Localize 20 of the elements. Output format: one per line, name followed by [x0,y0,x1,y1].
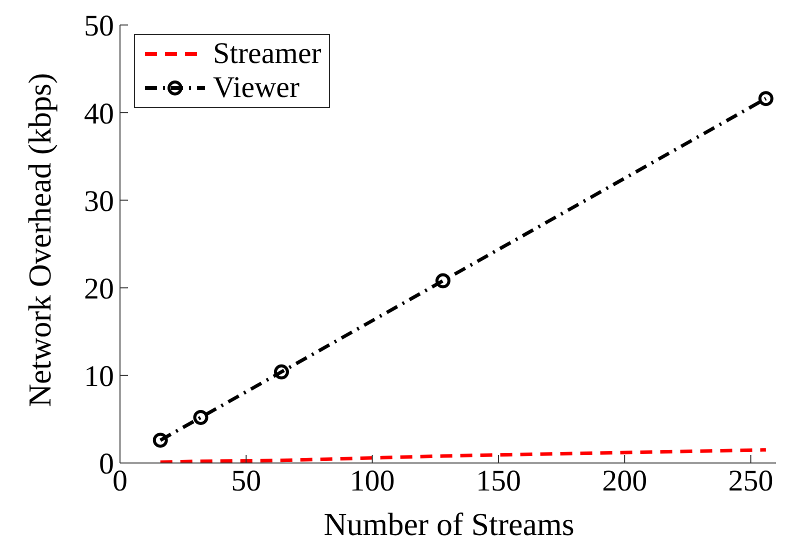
point [435,273,450,288]
y-tick-label: 20 [84,272,114,306]
x-tick-label: 50 [231,464,262,498]
legend-label: Streamer [213,37,322,71]
x-tick-label: 250 [728,464,774,498]
y-tick-label: 40 [84,97,114,130]
line-series [158,448,768,463]
y-tick-label: 50 [84,10,114,43]
y-tick-label: 30 [84,184,114,218]
point [193,410,208,425]
legend-label: Viewer [213,71,300,105]
y-tick-label: 10 [84,360,114,394]
x-axis-title: Number of Streams [322,506,576,543]
point [274,364,289,380]
x-tick-label: 150 [476,464,521,498]
y-axis-title: Network Overhead (kbps) [22,72,58,408]
x-tick-label: 100 [350,464,395,498]
point [152,432,168,448]
point [758,91,774,106]
x-tick-label: 200 [602,464,648,498]
